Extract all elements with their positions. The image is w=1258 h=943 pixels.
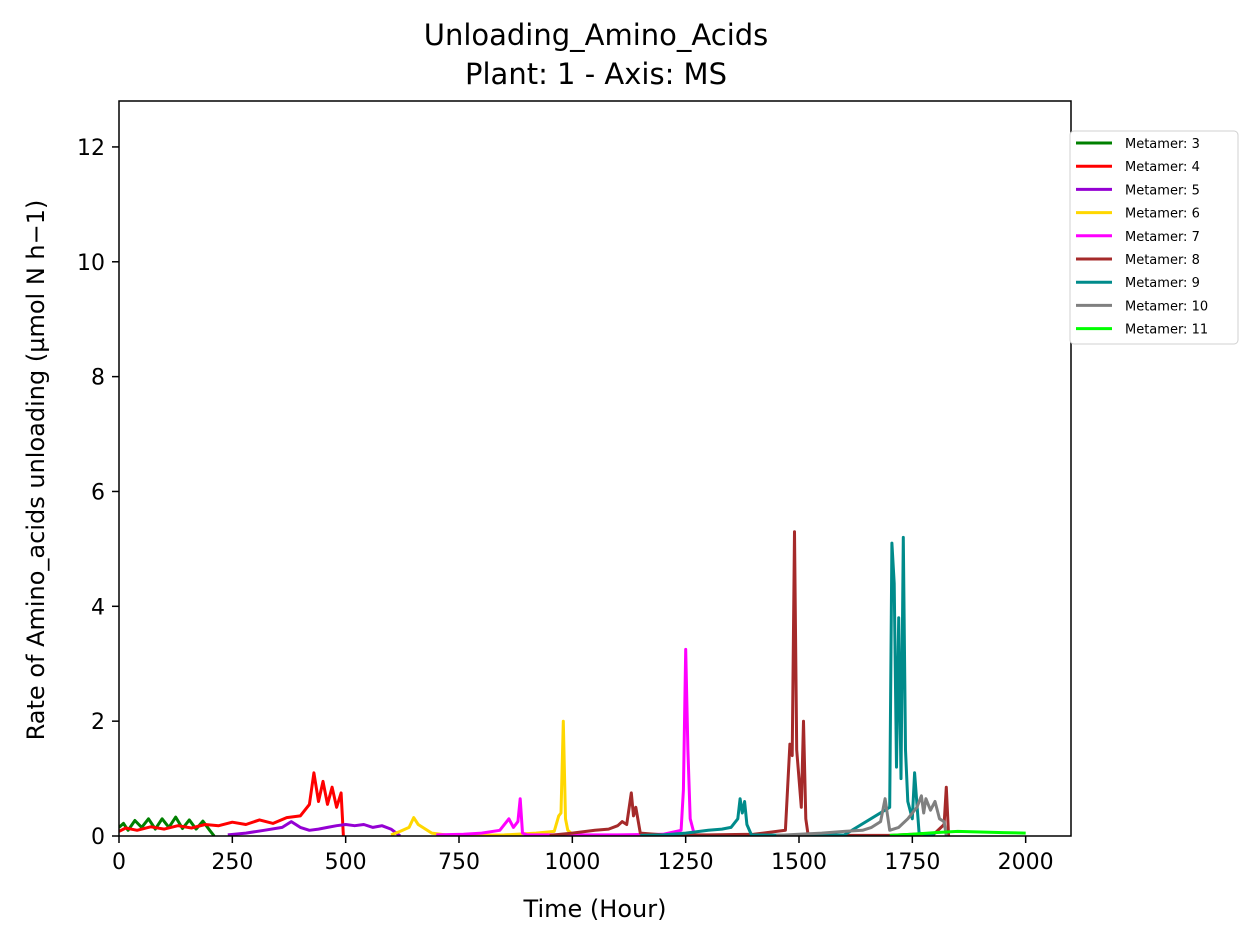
y-tick-label: 6	[91, 480, 105, 505]
x-tick-label: 1750	[884, 850, 940, 875]
y-tick-label: 10	[77, 251, 105, 276]
x-tick-label: 250	[211, 850, 253, 875]
plot-frame	[118, 100, 1072, 837]
series-line-metamer-10	[776, 794, 948, 836]
x-tick-label: 500	[325, 850, 367, 875]
legend-label: Metamer: 10	[1125, 299, 1208, 314]
series-line-metamer-5	[227, 820, 402, 836]
y-tick-label: 2	[91, 710, 105, 735]
series-layer	[119, 530, 1026, 836]
x-tick-label: 0	[112, 850, 126, 875]
series-line-metamer-9	[640, 535, 936, 836]
series-line-metamer-7	[436, 647, 697, 836]
series-line-metamer-4	[119, 771, 345, 836]
legend-label: Metamer: 6	[1125, 207, 1200, 222]
legend-label: Metamer: 7	[1125, 230, 1200, 245]
x-tick-label: 1000	[544, 850, 600, 875]
y-tick-label: 12	[77, 136, 105, 161]
legend-label: Metamer: 9	[1125, 276, 1200, 291]
chart-title: Unloading_Amino_Acids	[424, 18, 769, 52]
series-line-metamer-11	[889, 829, 1026, 836]
x-tick-label: 750	[438, 850, 480, 875]
y-axis: 0 2 4 6 8 10 12	[77, 136, 119, 850]
legend-label: Metamer: 8	[1125, 253, 1200, 268]
legend: Metamer: 3 Metamer: 4 Metamer: 5 Metamer: 6…	[1069, 130, 1239, 345]
y-tick-label: 4	[91, 595, 105, 620]
x-axis: 0 250 500 750 1000 1250 1500 1750 2000	[112, 836, 1054, 875]
x-tick-label: 1250	[658, 850, 714, 875]
y-tick-label: 0	[91, 825, 105, 850]
legend-box	[1069, 130, 1239, 345]
legend-label: Metamer: 11	[1125, 323, 1208, 338]
y-tick-label: 8	[91, 366, 105, 391]
x-tick-label: 2000	[998, 850, 1054, 875]
series-line-metamer-6	[390, 719, 582, 836]
x-tick-label: 1500	[771, 850, 827, 875]
legend-label: Metamer: 4	[1125, 160, 1200, 175]
y-axis-label: Rate of Amino_acids unloading (µmol N h−…	[22, 200, 50, 741]
x-axis-label: Time (Hour)	[523, 895, 667, 923]
chart-subtitle: Plant: 1 - Axis: MS	[465, 57, 727, 91]
legend-label: Metamer: 5	[1125, 183, 1200, 198]
legend-label: Metamer: 3	[1125, 137, 1200, 152]
